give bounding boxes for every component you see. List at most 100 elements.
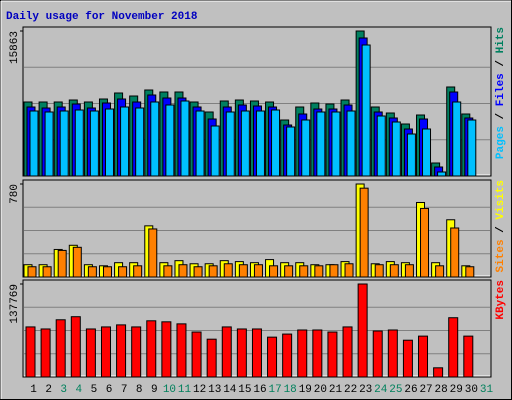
x-tick-label: 2 bbox=[45, 384, 52, 396]
bar bbox=[299, 265, 309, 278]
bar bbox=[450, 227, 460, 278]
bar bbox=[40, 328, 51, 378]
bar bbox=[116, 324, 127, 378]
bar bbox=[251, 328, 262, 378]
bar bbox=[210, 125, 220, 177]
bar bbox=[284, 265, 294, 278]
bar bbox=[448, 317, 459, 378]
bar bbox=[133, 265, 143, 278]
bar bbox=[463, 335, 474, 378]
bar bbox=[346, 110, 356, 177]
bar bbox=[191, 331, 202, 378]
x-tick-label: 5 bbox=[91, 384, 98, 396]
bar bbox=[85, 328, 96, 378]
bar bbox=[100, 326, 111, 378]
bar bbox=[433, 367, 444, 378]
bar bbox=[404, 264, 414, 278]
bar bbox=[180, 100, 190, 177]
legend-item: Files bbox=[495, 73, 507, 106]
x-tick-label: 19 bbox=[299, 384, 312, 396]
x-tick-label: 8 bbox=[136, 384, 143, 396]
bar bbox=[312, 329, 323, 378]
bar bbox=[70, 316, 81, 378]
chart-title: Daily usage for November 2018 bbox=[6, 11, 198, 23]
legend-separator: / bbox=[495, 53, 507, 73]
x-tick-label: 17 bbox=[268, 384, 281, 396]
x-tick-label: 14 bbox=[223, 384, 237, 396]
bar bbox=[267, 336, 278, 378]
x-tick-label: 23 bbox=[359, 384, 372, 396]
bar bbox=[435, 265, 445, 278]
bar bbox=[359, 187, 369, 278]
bar bbox=[42, 266, 52, 278]
bar bbox=[236, 328, 247, 378]
legend: Pages / Files / Hits bbox=[495, 27, 507, 159]
bar bbox=[420, 207, 430, 278]
legend-item: Visits bbox=[495, 180, 507, 220]
x-tick-label: 16 bbox=[253, 384, 266, 396]
bar bbox=[387, 329, 398, 378]
bar bbox=[372, 330, 383, 378]
bar bbox=[255, 110, 265, 177]
bar bbox=[193, 266, 203, 278]
y-tick-label: 137769 bbox=[9, 284, 21, 324]
bar bbox=[327, 331, 338, 378]
bar bbox=[361, 44, 371, 177]
bar bbox=[120, 106, 130, 177]
x-tick-label: 4 bbox=[76, 384, 83, 396]
bar bbox=[146, 320, 157, 378]
x-tick-label: 12 bbox=[193, 384, 206, 396]
bar bbox=[29, 110, 39, 177]
bar bbox=[87, 266, 97, 278]
bar bbox=[118, 266, 128, 278]
x-tick-label: 11 bbox=[178, 384, 192, 396]
bar bbox=[208, 265, 218, 278]
bar bbox=[329, 264, 339, 278]
bar bbox=[391, 121, 401, 177]
bar bbox=[178, 264, 188, 278]
bar bbox=[297, 329, 308, 378]
x-tick-label: 6 bbox=[106, 384, 113, 396]
bar bbox=[150, 101, 160, 177]
bar bbox=[465, 266, 475, 278]
bar bbox=[104, 108, 114, 177]
bar bbox=[357, 283, 368, 378]
x-tick-label: 26 bbox=[404, 384, 417, 396]
bar bbox=[165, 104, 175, 177]
legend-separator: / bbox=[495, 220, 507, 240]
bar bbox=[422, 128, 432, 177]
bar bbox=[282, 333, 293, 378]
x-tick-label: 9 bbox=[151, 384, 158, 396]
bar bbox=[314, 265, 324, 278]
x-tick-label: 25 bbox=[389, 384, 402, 396]
bar bbox=[59, 110, 69, 177]
bar bbox=[389, 264, 399, 278]
x-tick-label: 3 bbox=[60, 384, 67, 396]
legend-separator: / bbox=[495, 106, 507, 126]
bar bbox=[374, 264, 384, 278]
plot-area bbox=[22, 179, 492, 278]
bar bbox=[253, 264, 263, 278]
bar bbox=[271, 109, 281, 177]
bar bbox=[223, 263, 233, 278]
x-tick-label: 22 bbox=[344, 384, 357, 396]
bar bbox=[57, 249, 67, 278]
bar bbox=[176, 323, 187, 378]
bar bbox=[418, 335, 429, 378]
x-tick-label: 15 bbox=[238, 384, 251, 396]
legend-item: Sites bbox=[495, 239, 507, 272]
bar bbox=[89, 110, 99, 177]
bar bbox=[206, 338, 217, 378]
legend: Sites / Visits bbox=[495, 180, 507, 272]
y-tick-label: 780 bbox=[9, 184, 21, 204]
bar bbox=[406, 133, 416, 177]
bar bbox=[269, 265, 279, 278]
bar bbox=[195, 110, 205, 177]
bar bbox=[102, 266, 112, 278]
legend-item: Hits bbox=[495, 27, 507, 53]
bar bbox=[344, 263, 354, 278]
legend-item: Pages bbox=[495, 126, 507, 159]
x-tick-label: 1 bbox=[30, 384, 37, 396]
x-tick-label: 28 bbox=[435, 384, 448, 396]
